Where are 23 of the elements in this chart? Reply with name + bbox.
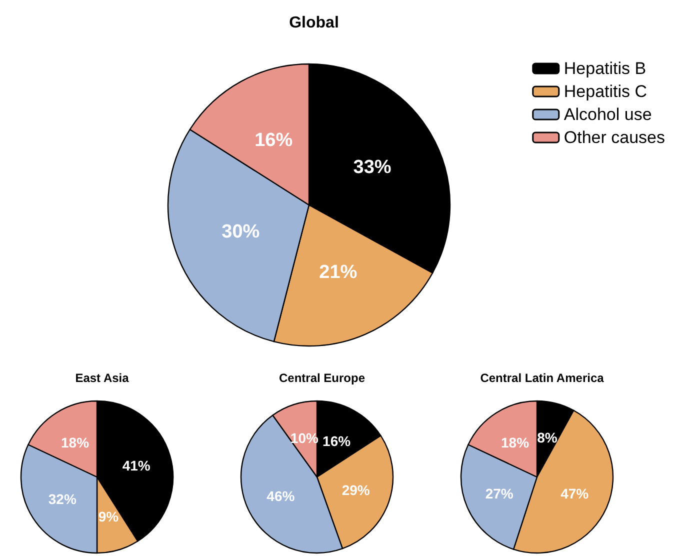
- data-label: 47%: [560, 485, 590, 502]
- chart-title: Central Latin America: [480, 371, 604, 385]
- chart-title: Central Europe: [278, 371, 366, 385]
- legend-label: Alcohol use: [564, 105, 652, 124]
- data-label: 9%: [98, 508, 120, 524]
- data-label: 18%: [61, 434, 90, 450]
- data-label: 8%: [537, 429, 558, 446]
- chart-title: Global: [289, 14, 339, 32]
- data-label: 32%: [48, 490, 77, 507]
- data-label: 33%: [353, 157, 392, 178]
- data-label: 21%: [319, 262, 358, 283]
- data-label: 29%: [342, 482, 370, 498]
- data-label: 27%: [485, 485, 514, 502]
- legend-label: Hepatitis B: [564, 59, 646, 78]
- data-label: 30%: [222, 222, 260, 243]
- data-label: 16%: [254, 130, 293, 152]
- data-label: 18%: [501, 434, 530, 450]
- data-label: 16%: [322, 432, 352, 449]
- legend-label: Other causes: [564, 128, 666, 147]
- data-label: 46%: [266, 488, 296, 504]
- data-label: 41%: [122, 458, 151, 474]
- legend-label: Hepatitis C: [564, 82, 648, 101]
- chart-title: East Asia: [75, 371, 130, 385]
